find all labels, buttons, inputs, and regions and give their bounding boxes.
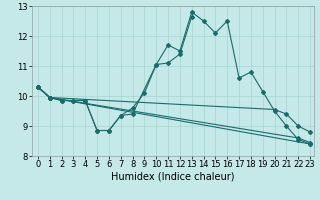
X-axis label: Humidex (Indice chaleur): Humidex (Indice chaleur) (111, 172, 235, 182)
